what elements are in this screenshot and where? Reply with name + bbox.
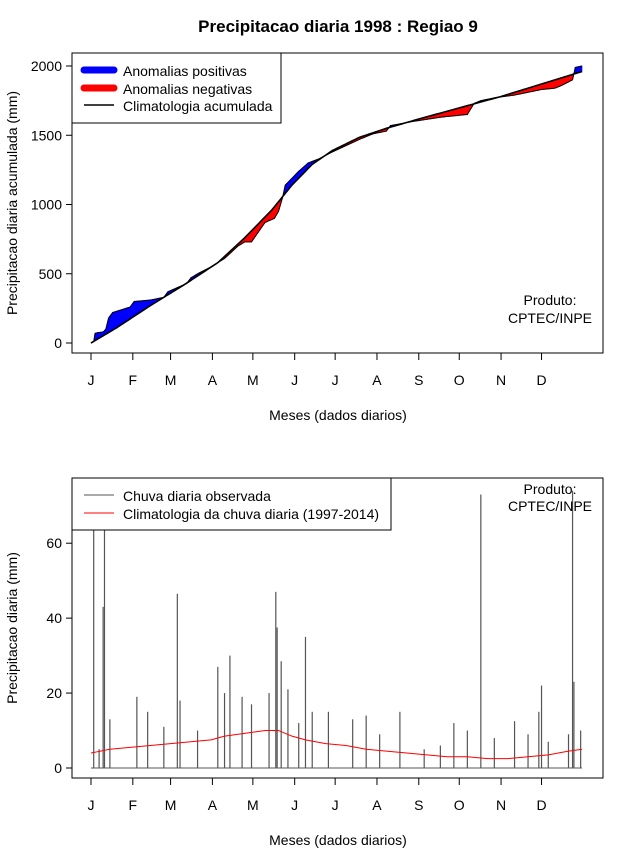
credit-label-2: Produto: (524, 481, 577, 497)
x-tick-label-1: M (165, 372, 177, 388)
legend-2: Chuva diaria observada Climatologia da c… (71, 477, 392, 531)
x-tick-label-2: J (291, 797, 298, 813)
x-axis-label-1: Meses (dados diarios) (269, 407, 407, 423)
y-tick-label-1: 500 (39, 266, 63, 282)
legend-climatology-label: Climatologia acumulada (123, 98, 273, 114)
daily-panel: 0 20 40 60 J F M A M J J A S O N D Meses (dados diario… (4, 477, 604, 848)
climatology-cumulative-line (90, 70, 583, 344)
y-tick-label-2: 40 (46, 610, 62, 626)
legend-observed-label: Chuva diaria observada (123, 488, 271, 504)
y-axis-label-1: Precipitacao diaria acumulada (mm) (4, 91, 20, 315)
x-tick-label-1: D (536, 372, 546, 388)
legend-1: Anomalias positivas Anomalias negativas … (71, 52, 282, 124)
y-tick-label-1: 1500 (31, 127, 62, 143)
climatology-daily-line (90, 730, 583, 760)
x-tick-label-1: A (372, 372, 382, 388)
x-tick-label-1: O (454, 372, 465, 388)
x-tick-label-1: N (496, 372, 506, 388)
legend-negative-label: Anomalias negativas (123, 81, 252, 97)
y-axis-1: 0 500 1000 1500 2000 (31, 58, 72, 351)
cumulative-panel: 0 500 1000 1500 2000 J F M A M J J A S O N D Meses (dad… (4, 52, 604, 423)
x-tick-label-2: M (247, 797, 259, 813)
x-tick-label-2: F (129, 797, 138, 813)
x-tick-label-2: D (536, 797, 546, 813)
x-tick-label-2: S (414, 797, 423, 813)
x-tick-label-1: F (129, 372, 138, 388)
credit-org-2: CPTEC/INPE (508, 498, 592, 514)
chart-title: Precipitacao diaria 1998 : Regiao 9 (198, 17, 478, 36)
x-tick-label-1: M (247, 372, 259, 388)
x-tick-label-1: J (291, 372, 298, 388)
y-tick-label-1: 2000 (31, 58, 62, 74)
y-tick-label-2: 60 (46, 535, 62, 551)
x-axis-label-2: Meses (dados diarios) (269, 832, 407, 848)
y-axis-2: 0 20 40 60 (46, 535, 72, 776)
x-tick-label-2: J (332, 797, 339, 813)
y-tick-label-1: 1000 (31, 197, 62, 213)
x-tick-label-2: A (372, 797, 382, 813)
credit-org-1: CPTEC/INPE (508, 310, 592, 326)
x-tick-label-2: J (88, 797, 95, 813)
legend-daily-climatology-label: Climatologia da chuva diaria (1997-2014) (123, 506, 379, 522)
x-tick-label-2: M (165, 797, 177, 813)
x-tick-label-1: J (332, 372, 339, 388)
legend-positive-label: Anomalias positivas (123, 63, 247, 79)
x-tick-label-2: O (454, 797, 465, 813)
y-axis-label-2: Precipitacao diaria (mm) (4, 552, 20, 704)
x-tick-label-1: A (208, 372, 218, 388)
x-tick-label-1: J (88, 372, 95, 388)
credit-label-1: Produto: (524, 292, 577, 308)
y-tick-label-2: 20 (46, 685, 62, 701)
x-tick-label-1: S (414, 372, 423, 388)
observed-daily-bars (91, 487, 582, 769)
x-tick-label-2: A (208, 797, 218, 813)
x-tick-label-2: N (496, 797, 506, 813)
y-tick-label-1: 0 (54, 335, 62, 351)
y-tick-label-2: 0 (54, 760, 62, 776)
